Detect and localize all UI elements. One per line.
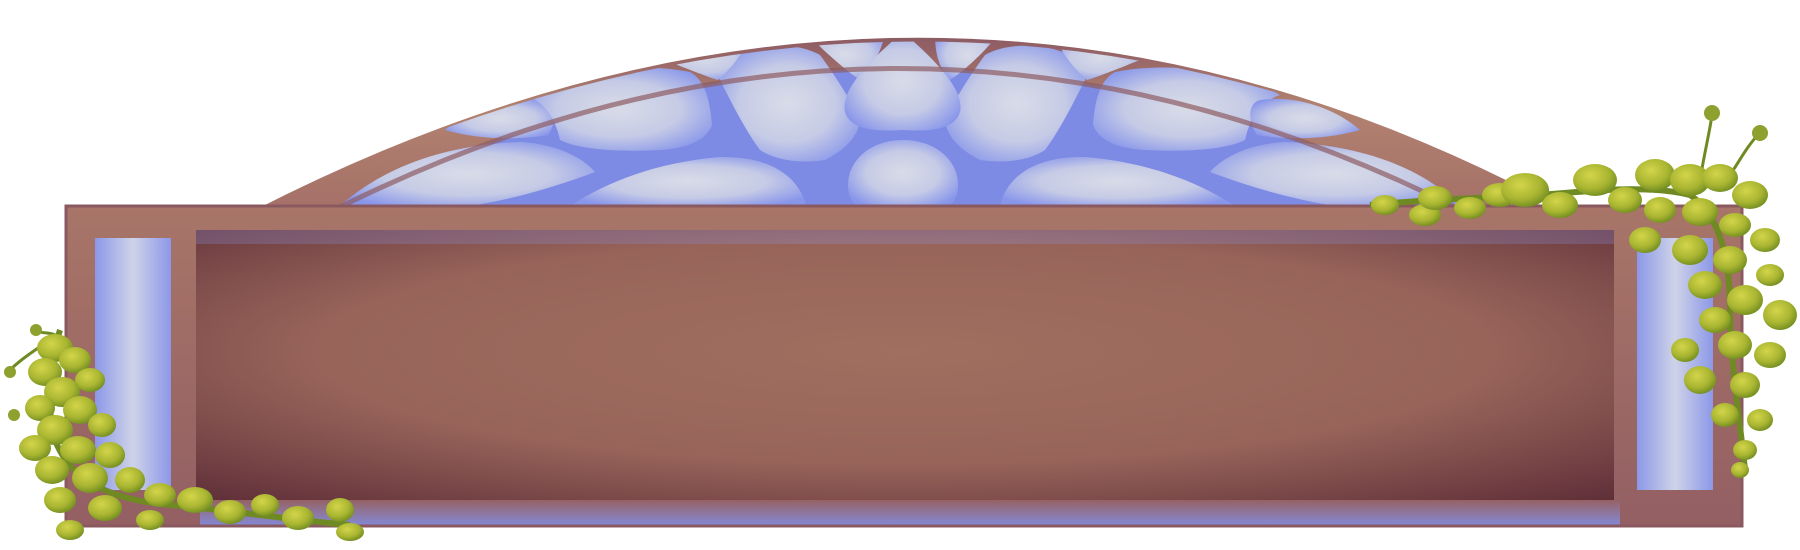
vine-icon (1369, 105, 1797, 478)
stained-glass-window-icon (255, 37, 1510, 210)
vine-icon (4, 324, 364, 541)
content-area (196, 230, 1614, 500)
